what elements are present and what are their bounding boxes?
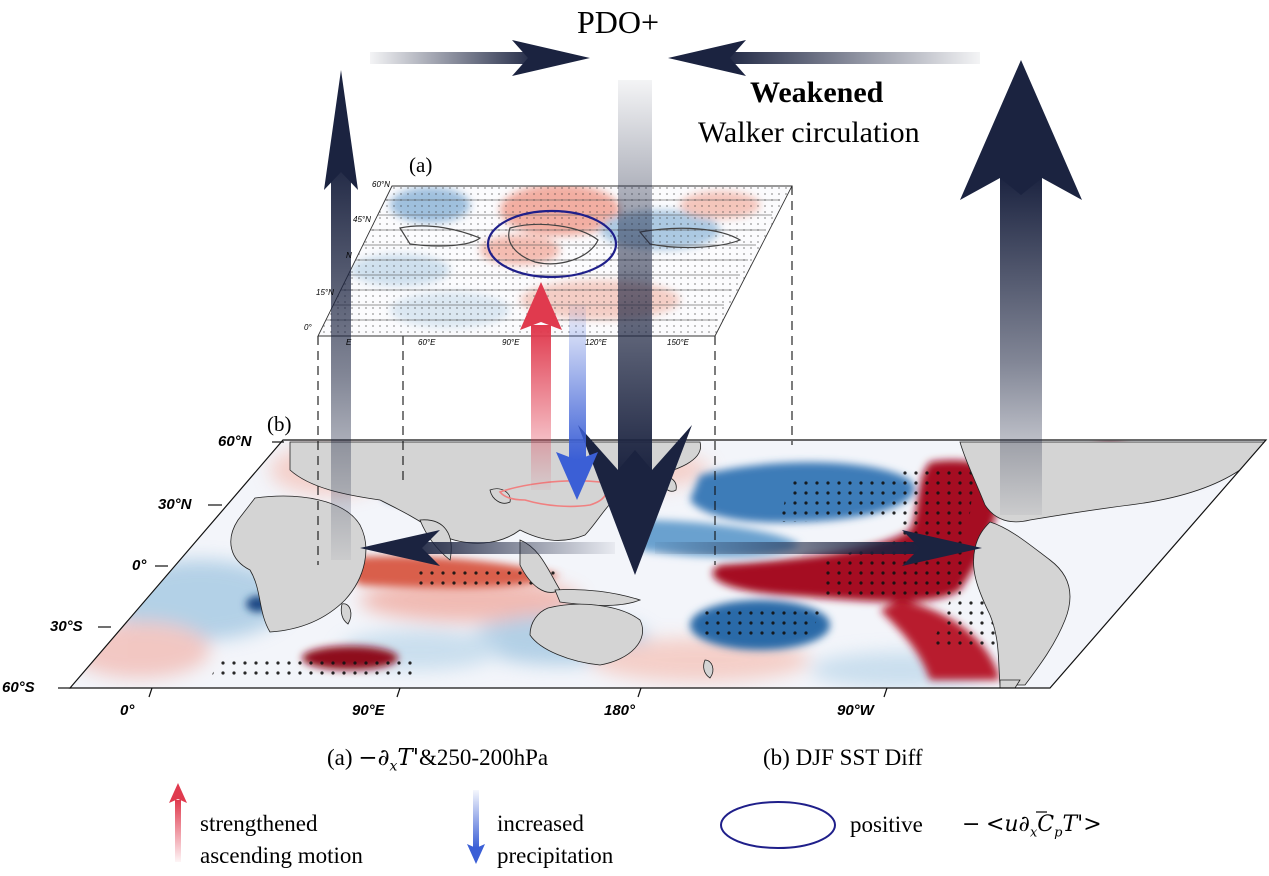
panel-a-lat-15n: 15°N (316, 288, 334, 297)
caption-a: (a) −∂xT'&250-200hPa (327, 745, 548, 775)
panel-b-lat-60n: 60°N (218, 433, 252, 450)
panel-b-lat-0: 0° (132, 557, 147, 574)
sst-lat-tick-marks (58, 441, 284, 689)
projection-dashed-lines (317, 186, 793, 565)
legend-blue-line1: increased (497, 811, 584, 836)
sst-map-frame (68, 439, 1268, 689)
top-left-arrow (370, 40, 590, 76)
panel-a-lon-30e: E (346, 338, 352, 347)
sst-map-plane (58, 439, 1268, 698)
panel-b-lon-0: 0° (120, 702, 135, 719)
pdo-title: PDO+ (577, 4, 660, 40)
formula-lt: < (985, 812, 1005, 837)
walker-circulation-label: Walker circulation (698, 116, 920, 149)
precipitation-arrow (556, 305, 598, 500)
panel-a-lat-45n: 45°N (353, 215, 371, 224)
left-rising-arrow (324, 70, 358, 560)
panel-a-lat-60n: 60°N (372, 180, 390, 189)
central-descending-arrow (578, 80, 692, 575)
ascending-motion-arrow (520, 282, 562, 490)
formula-u: u (1004, 812, 1019, 837)
panel-a-lon-120e: 120°E (585, 338, 607, 347)
panel-a-lat-0: 0° (304, 323, 312, 332)
panel-b-lat-30n: 30°N (158, 496, 192, 513)
upper-level-field (318, 186, 792, 336)
top-right-arrow (668, 40, 980, 76)
caption-a-prefix: (a) (327, 745, 353, 770)
legend-red-line2: ascending motion (200, 843, 363, 868)
formula-p: p (1054, 825, 1063, 841)
positive-advection-ellipse (486, 209, 618, 279)
sst-lon-tick-marks (148, 687, 888, 698)
legend-blue-line2: precipitation (497, 843, 614, 868)
formula-T: T' (1062, 812, 1084, 837)
caption-a-T: T' (397, 745, 420, 771)
surface-eastward-arrow (655, 530, 982, 566)
walker-weakened-label: Weakened (750, 76, 884, 109)
formula-minus: − (962, 812, 981, 837)
panel-b-lat-30s: 30°S (50, 618, 83, 635)
panel-a-lat-30n: N (346, 251, 352, 260)
panel-a-tag: (a) (409, 153, 433, 177)
formula-x: x (1029, 825, 1038, 841)
legend-red-arrow (169, 783, 187, 862)
right-rising-arrow (960, 60, 1082, 515)
walker-circulation-arrows (324, 40, 1082, 575)
legend-red-line1: strengthened (200, 811, 318, 836)
caption-a-minus: − (358, 745, 378, 771)
panel-b-lat-60s: 60°S (2, 679, 35, 696)
panel-b-lon-90w: 90°W (837, 702, 874, 719)
legend-blue-arrow (467, 790, 485, 864)
legend-ellipse-formula: − <u∂xCpT'> (962, 811, 1102, 840)
caption-a-suffix: &250-200hPa (419, 745, 549, 770)
caption-a-sub: x (389, 758, 398, 775)
sst-anomaly-field (70, 441, 1266, 688)
surface-westward-arrow (360, 530, 615, 566)
formula-partial: ∂ (1018, 812, 1030, 837)
panel-b-lon-90e: 90°E (352, 702, 385, 719)
formula-C: C (1037, 812, 1055, 837)
panel-a-lon-150e: 150°E (667, 338, 689, 347)
upper-level-map-plane (317, 185, 793, 337)
panel-b-lon-180: 180° (604, 702, 636, 719)
formula-gt: > (1083, 812, 1102, 837)
panel-a-lon-90e: 90°E (502, 338, 520, 347)
panel-a-lon-60e: 60°E (418, 338, 436, 347)
panel-b-tag: (b) (267, 412, 292, 436)
caption-a-partial: ∂ (377, 745, 390, 771)
caption-b: (b) DJF SST Diff (763, 745, 923, 770)
legend-ellipse-label: positive (850, 812, 923, 837)
legend-ellipse (720, 801, 836, 849)
